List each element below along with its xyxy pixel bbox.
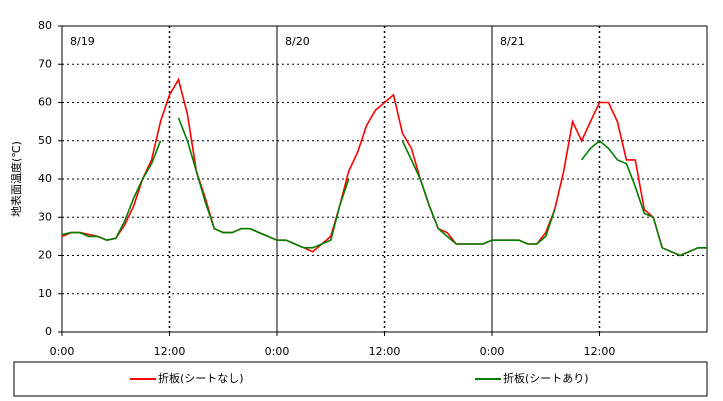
plot-frame xyxy=(61,25,708,333)
annotation: 8/19 xyxy=(70,35,95,48)
legend-label: 折板(シートあり) xyxy=(503,371,589,385)
annotation: 8/21 xyxy=(500,35,525,48)
y-tick-label: 0 xyxy=(45,325,52,338)
x-tick-label: 0:00 xyxy=(265,345,290,358)
y-tick-label: 40 xyxy=(38,172,52,185)
data-line xyxy=(61,77,707,257)
y-tick-label: 70 xyxy=(38,57,52,70)
x-tick-label: 12:00 xyxy=(154,345,186,358)
y-tick-label: 20 xyxy=(38,249,52,262)
annotation: 8/20 xyxy=(285,35,310,48)
y-tick-label: 80 xyxy=(38,19,52,32)
x-tick-label: 0:00 xyxy=(480,345,505,358)
y-tick-label: 60 xyxy=(38,96,52,109)
y-tick-label: 30 xyxy=(38,210,52,223)
legend-box xyxy=(13,361,708,397)
y-tick-label: 10 xyxy=(38,287,52,300)
data-line xyxy=(61,117,707,257)
x-tick-label: 12:00 xyxy=(584,345,616,358)
y-tick-label: 50 xyxy=(38,134,52,147)
legend-label: 折板(シートなし) xyxy=(158,371,244,385)
x-tick-label: 0:00 xyxy=(50,345,75,358)
x-tick-label: 12:00 xyxy=(369,345,401,358)
y-axis-label: 地表面温度(℃) xyxy=(9,141,23,217)
